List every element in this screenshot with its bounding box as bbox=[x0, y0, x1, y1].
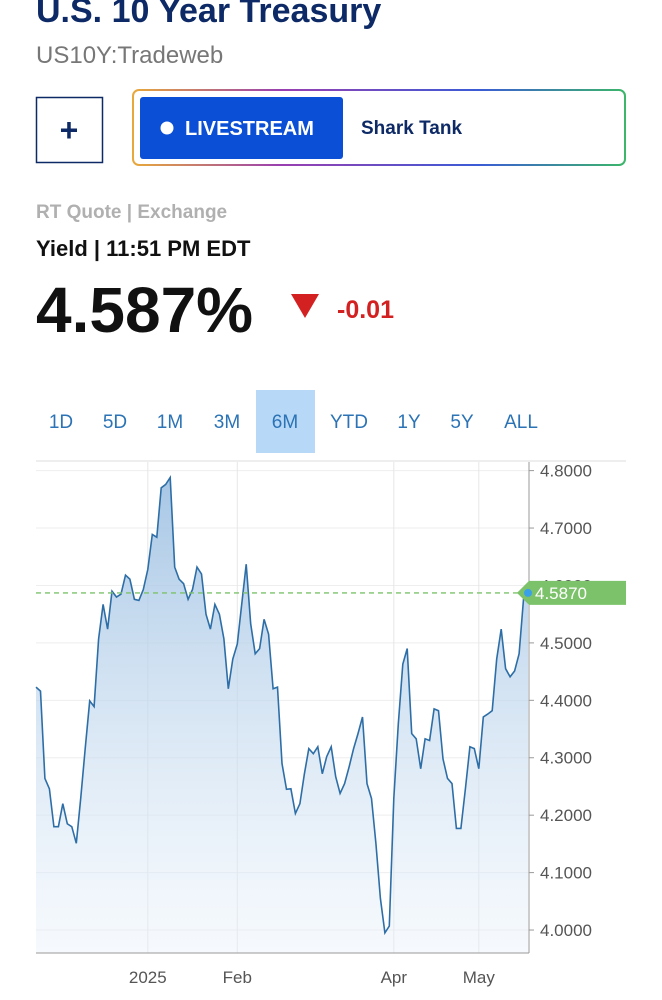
x-tick-label: Apr bbox=[381, 968, 408, 987]
tab-selected-bg[interactable] bbox=[256, 390, 315, 453]
area-fill bbox=[36, 477, 528, 953]
x-tick-label: Feb bbox=[223, 968, 252, 987]
down-arrow bbox=[291, 294, 319, 318]
tab[interactable]: YTD bbox=[330, 412, 368, 433]
tab[interactable]: 5Y bbox=[450, 412, 474, 433]
add-button-label[interactable]: + bbox=[60, 112, 79, 148]
add-button[interactable]: + bbox=[35, 96, 104, 164]
y-tick-label: 4.1000 bbox=[540, 864, 592, 883]
show-name[interactable]: Shark Tank bbox=[361, 118, 462, 139]
chart: 4.00004.10004.20004.30004.40004.50004.60… bbox=[35, 460, 626, 987]
y-tick-label: 4.7000 bbox=[540, 519, 592, 538]
quote-price: 4.587% bbox=[36, 274, 253, 346]
tab[interactable]: 1D bbox=[49, 412, 73, 433]
tab[interactable]: 1Y bbox=[397, 412, 421, 433]
livestream-button[interactable]: LIVESTREAM bbox=[140, 97, 343, 159]
y-tick-label: 4.3000 bbox=[540, 749, 592, 768]
quote-source: RT Quote | Exchange bbox=[36, 202, 227, 223]
reference-label: 4.5870 bbox=[535, 584, 587, 603]
y-tick-label: 4.5000 bbox=[540, 634, 592, 653]
tab[interactable]: 1M bbox=[157, 412, 183, 433]
symbol: US10Y:Tradeweb bbox=[36, 42, 223, 69]
livestream-label[interactable]: LIVESTREAM bbox=[185, 118, 314, 140]
quote-time: Yield | 11:51 PM EDT bbox=[36, 236, 251, 261]
range-tabs: 1D 5D 1M 3M 6M YTD 1Y 5Y ALL bbox=[49, 390, 538, 453]
tab[interactable]: 3M bbox=[214, 412, 240, 433]
tab[interactable]: 6M bbox=[272, 412, 298, 433]
price-line bbox=[35, 474, 529, 936]
x-tick-label: May bbox=[463, 968, 496, 987]
livestream-button-bg[interactable] bbox=[140, 97, 343, 159]
tab[interactable]: ALL bbox=[504, 412, 538, 433]
tab[interactable]: 5D bbox=[103, 412, 127, 433]
y-tick-label: 4.8000 bbox=[540, 462, 592, 481]
y-tick-label: 4.0000 bbox=[540, 921, 592, 940]
x-tick-label: 2025 bbox=[129, 968, 167, 987]
y-tick-label: 4.4000 bbox=[540, 691, 592, 710]
add-button-box[interactable] bbox=[35, 96, 104, 164]
page-title: U.S. 10 Year Treasury bbox=[36, 0, 381, 30]
last-point bbox=[524, 588, 532, 597]
live-dot bbox=[160, 121, 174, 135]
reference-tag bbox=[517, 580, 626, 605]
y-tick-label: 4.2000 bbox=[540, 806, 592, 825]
quote-change: -0.01 bbox=[337, 296, 394, 324]
